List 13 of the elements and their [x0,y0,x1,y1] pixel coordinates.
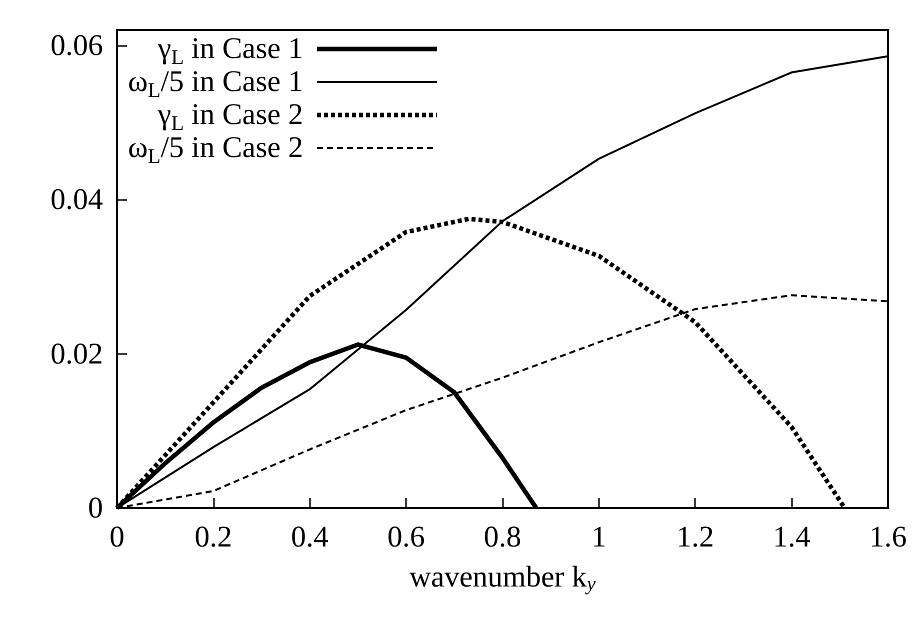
x-tick-label: 1.6 [869,520,907,554]
x-tick-label: 1 [591,520,606,554]
y-tick-label: 0.02 [50,337,103,370]
x-tick-label: 0.4 [291,520,328,554]
y-tick-label: 0.04 [50,183,103,216]
y-tick-label: 0.06 [50,28,103,62]
x-tick-label: 0 [110,520,124,554]
x-tick-label: 1.2 [676,520,714,554]
x-tick-label: 0.2 [194,520,232,554]
x-tick-label: 1.4 [772,520,810,554]
x-tick-label: 0.8 [484,520,522,554]
x-tick-label: 0.6 [387,520,425,554]
y-tick-label: 0 [88,492,103,524]
